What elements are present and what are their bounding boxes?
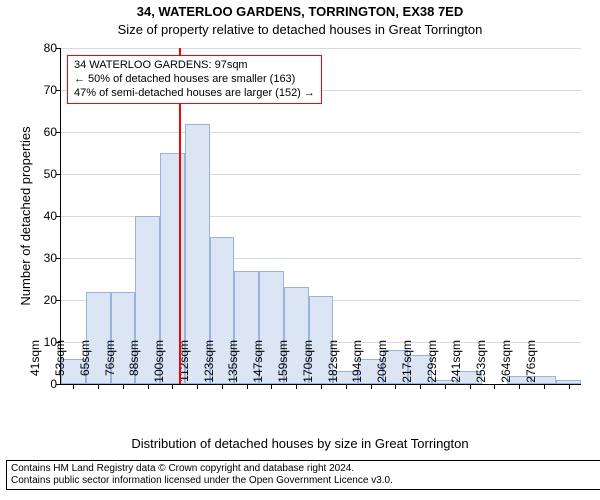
y-gridline <box>61 48 581 49</box>
annotation-box: 34 WATERLOO GARDENS: 97sqm← 50% of detac… <box>67 55 322 104</box>
y-gridline <box>61 174 581 175</box>
x-tick-label: 206sqm <box>375 340 389 390</box>
x-tick <box>494 384 495 389</box>
x-tick <box>371 384 372 389</box>
y-tick-label: 80 <box>44 41 61 55</box>
x-tick-label: 76sqm <box>103 340 117 390</box>
x-tick <box>346 384 347 389</box>
x-tick-label: 229sqm <box>425 340 439 390</box>
y-tick-label: 40 <box>44 209 61 223</box>
x-tick-label: 88sqm <box>127 340 141 390</box>
x-tick <box>197 384 198 389</box>
x-tick-label: 147sqm <box>251 340 265 390</box>
y-tick-label: 50 <box>44 167 61 181</box>
x-tick-label: 170sqm <box>301 340 315 390</box>
x-tick-label: 41sqm <box>28 340 42 390</box>
x-tick <box>271 384 272 389</box>
x-tick <box>544 384 545 389</box>
x-tick <box>222 384 223 389</box>
annotation-line: 47% of semi-detached houses are larger (… <box>74 87 315 101</box>
x-tick-label: 100sqm <box>152 340 166 390</box>
x-tick-label: 65sqm <box>78 340 92 390</box>
x-tick <box>172 384 173 389</box>
x-tick-label: 217sqm <box>400 340 414 390</box>
x-tick-label: 53sqm <box>53 340 67 390</box>
x-tick-label: 123sqm <box>202 340 216 390</box>
x-tick-label: 276sqm <box>524 340 538 390</box>
footer-line: Contains public sector information licen… <box>11 475 597 487</box>
x-tick <box>445 384 446 389</box>
x-tick-label: 253sqm <box>474 340 488 390</box>
x-tick <box>395 384 396 389</box>
x-tick <box>98 384 99 389</box>
title-line-1: 34, WATERLOO GARDENS, TORRINGTON, EX38 7… <box>0 4 600 19</box>
y-tick-label: 20 <box>44 293 61 307</box>
x-tick <box>519 384 520 389</box>
y-tick-label: 70 <box>44 83 61 97</box>
x-tick-label: 194sqm <box>350 340 364 390</box>
y-tick-label: 60 <box>44 125 61 139</box>
annotation-line: ← 50% of detached houses are smaller (16… <box>74 73 315 87</box>
footer-line: Contains HM Land Registry data © Crown c… <box>11 463 597 475</box>
x-tick <box>470 384 471 389</box>
x-tick-label: 182sqm <box>326 340 340 390</box>
x-tick <box>148 384 149 389</box>
x-tick <box>73 384 74 389</box>
y-gridline <box>61 132 581 133</box>
figure-root: 34, WATERLOO GARDENS, TORRINGTON, EX38 7… <box>0 0 600 500</box>
x-tick <box>123 384 124 389</box>
y-axis-label: Number of detached properties <box>18 116 33 316</box>
x-tick <box>321 384 322 389</box>
footer-attribution: Contains HM Land Registry data © Crown c… <box>6 460 600 490</box>
y-tick-label: 30 <box>44 251 61 265</box>
annotation-line: 34 WATERLOO GARDENS: 97sqm <box>74 59 315 73</box>
x-tick <box>296 384 297 389</box>
x-axis-label: Distribution of detached houses by size … <box>0 436 600 451</box>
x-tick <box>569 384 570 389</box>
x-tick-label: 241sqm <box>449 340 463 390</box>
x-tick-label: 159sqm <box>276 340 290 390</box>
x-tick <box>420 384 421 389</box>
x-tick <box>247 384 248 389</box>
x-tick-label: 135sqm <box>226 340 240 390</box>
title-line-2: Size of property relative to detached ho… <box>0 22 600 37</box>
x-tick-label: 264sqm <box>499 340 513 390</box>
